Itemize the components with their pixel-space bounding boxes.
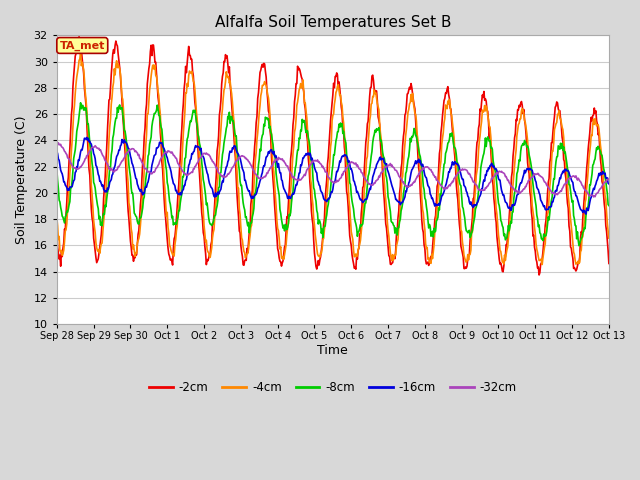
-32cm	[54, 140, 62, 146]
-32cm	[53, 142, 61, 147]
-2cm	[53, 229, 61, 235]
Line: -8cm: -8cm	[57, 103, 609, 246]
Y-axis label: Soil Temperature (C): Soil Temperature (C)	[15, 116, 28, 244]
-8cm	[77, 100, 84, 106]
X-axis label: Time: Time	[317, 344, 348, 357]
-32cm	[555, 190, 563, 196]
-4cm	[53, 215, 61, 220]
-32cm	[589, 194, 597, 200]
-2cm	[605, 261, 612, 266]
-4cm	[605, 235, 612, 241]
-16cm	[53, 148, 61, 154]
-8cm	[325, 195, 333, 201]
Line: -2cm: -2cm	[57, 37, 609, 275]
-16cm	[83, 134, 91, 140]
-16cm	[555, 179, 563, 185]
-2cm	[556, 108, 564, 114]
-2cm	[433, 183, 441, 189]
-32cm	[198, 152, 206, 157]
-8cm	[53, 167, 61, 172]
-2cm	[379, 173, 387, 179]
-4cm	[175, 204, 182, 210]
-4cm	[556, 115, 564, 121]
-16cm	[379, 156, 387, 161]
-2cm	[175, 182, 182, 188]
Title: Alfalfa Soil Temperatures Set B: Alfalfa Soil Temperatures Set B	[214, 15, 451, 30]
-16cm	[175, 191, 182, 197]
-2cm	[198, 217, 206, 223]
-32cm	[325, 175, 333, 180]
-16cm	[605, 181, 612, 187]
Line: -16cm: -16cm	[57, 137, 609, 214]
-2cm	[76, 34, 83, 40]
-8cm	[379, 150, 387, 156]
-8cm	[605, 203, 612, 208]
Legend: -2cm, -4cm, -8cm, -16cm, -32cm: -2cm, -4cm, -8cm, -16cm, -32cm	[144, 377, 522, 399]
-2cm	[325, 142, 333, 147]
-8cm	[575, 243, 583, 249]
Text: TA_met: TA_met	[60, 40, 105, 50]
-32cm	[433, 178, 441, 183]
-4cm	[433, 206, 441, 212]
-16cm	[198, 153, 206, 158]
Line: -32cm: -32cm	[57, 143, 609, 197]
-32cm	[175, 161, 182, 167]
-8cm	[198, 167, 206, 173]
-16cm	[433, 202, 441, 208]
-32cm	[379, 168, 387, 174]
-8cm	[433, 217, 441, 223]
-16cm	[325, 196, 333, 202]
-32cm	[605, 176, 612, 181]
Line: -4cm: -4cm	[57, 52, 609, 264]
-16cm	[582, 211, 589, 217]
-2cm	[535, 272, 543, 278]
-4cm	[379, 158, 387, 164]
-4cm	[325, 169, 333, 175]
-8cm	[555, 145, 563, 151]
-4cm	[198, 197, 206, 203]
-4cm	[538, 262, 546, 267]
-8cm	[175, 208, 182, 214]
-4cm	[77, 49, 84, 55]
